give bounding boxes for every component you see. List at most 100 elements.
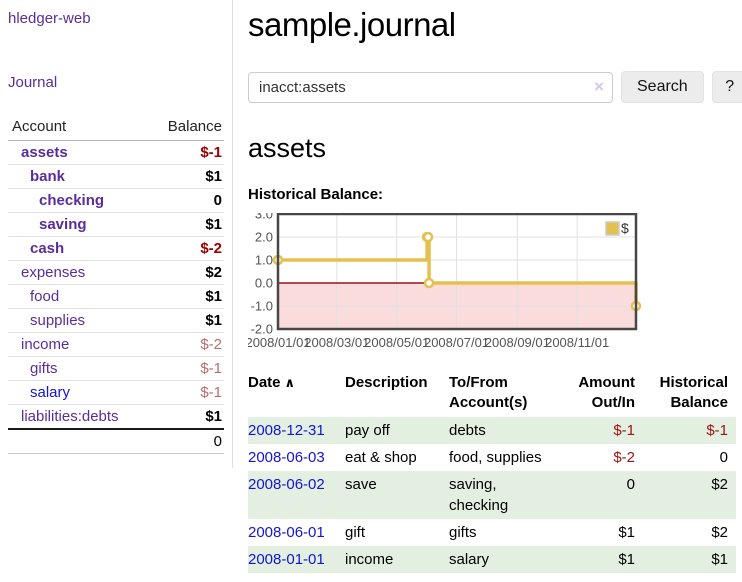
help-button[interactable]: ? xyxy=(711,71,742,103)
transaction-amount: 0 xyxy=(626,475,635,493)
transaction-balance: $2 xyxy=(711,475,728,493)
account-balance: $-2 xyxy=(148,236,224,261)
accounts-header-account: Account xyxy=(8,115,149,141)
register-row[interactable]: 2008-06-02 save saving, checking 0 $2 xyxy=(248,470,736,519)
transaction-amount: $-1 xyxy=(613,421,635,439)
legend-swatch-icon xyxy=(605,221,620,236)
account-balance: $-2 xyxy=(148,332,224,357)
account-link[interactable]: checking xyxy=(39,192,105,209)
transaction-description: save xyxy=(345,475,377,493)
account-link[interactable]: assets xyxy=(21,144,68,161)
legend-label: $ xyxy=(621,220,629,236)
transaction-description: gift xyxy=(345,523,366,541)
account-heading: assets xyxy=(248,133,327,163)
account-row: expenses $2 xyxy=(8,260,224,285)
data-point-marker xyxy=(423,277,435,289)
account-row: bank $1 xyxy=(8,164,224,189)
transaction-date-link[interactable]: 2008-12-31 xyxy=(248,421,325,439)
transaction-description: income xyxy=(345,550,394,568)
register-row[interactable]: 2008-06-01 gift gifts $1 $2 xyxy=(248,519,736,546)
account-balance: $2 xyxy=(148,260,224,285)
register-table: Date ∧ Description To/From Account(s) Amo… xyxy=(248,371,736,573)
transaction-accounts: salary xyxy=(449,550,490,568)
app-title-link[interactable]: hledger-web xyxy=(8,10,91,27)
register-header-accounts: To/From Account(s) xyxy=(449,374,528,412)
x-axis-tick-label: 2008/03/01 xyxy=(304,335,369,350)
account-link[interactable]: income xyxy=(21,336,70,353)
accounts-total-value: 0 xyxy=(148,428,224,454)
y-axis-tick-label: -2.0 xyxy=(251,322,273,337)
transaction-description: eat & shop xyxy=(345,448,417,466)
transaction-accounts: saving, checking xyxy=(449,475,509,514)
account-link[interactable]: liabilities:debts xyxy=(21,408,119,425)
transaction-date-link[interactable]: 2008-01-01 xyxy=(248,550,325,568)
accounts-header-balance: Balance xyxy=(148,115,224,141)
y-axis-tick-label: -1.0 xyxy=(251,299,273,314)
account-balance: $1 xyxy=(148,404,224,430)
account-row: food $1 xyxy=(8,284,224,309)
account-link[interactable]: cash xyxy=(30,240,65,257)
search-button[interactable]: Search xyxy=(621,71,704,103)
y-axis-tick-label: 0.0 xyxy=(255,276,273,291)
search-input-wrapper: × xyxy=(248,71,613,103)
transaction-date-link[interactable]: 2008-06-01 xyxy=(248,523,325,541)
transaction-date-link[interactable]: 2008-06-03 xyxy=(248,448,325,466)
sidebar: hledger-web Journal Account Balance asse… xyxy=(0,0,233,468)
search-input[interactable] xyxy=(248,71,613,103)
x-axis-tick-label: 2008/11/01 xyxy=(545,335,609,350)
transaction-balance: $1 xyxy=(711,550,728,568)
y-axis-tick-label: 2.0 xyxy=(255,230,273,245)
page-title: sample.journal xyxy=(248,6,456,43)
account-balance: 0 xyxy=(148,188,224,213)
account-row: saving $1 xyxy=(8,212,224,237)
account-balance: $1 xyxy=(148,284,224,309)
x-axis-tick-label: 2008/09/01 xyxy=(485,335,550,350)
transaction-accounts: gifts xyxy=(449,523,477,541)
x-axis-tick-label: 2008/01/01 xyxy=(248,335,311,350)
main-content: sample.journal × Search ? assets Histori… xyxy=(233,0,742,573)
accounts-total-row: 0 xyxy=(8,428,224,454)
account-link[interactable]: bank xyxy=(30,168,66,185)
account-link[interactable]: gifts xyxy=(30,360,58,377)
account-link[interactable]: saving xyxy=(39,216,87,233)
data-point-marker xyxy=(422,231,434,243)
historical-balance-chart: $3.0 2.0 1.0 0.0 -1.0 -2.0 2008/01/01 2008/03/0… xyxy=(248,213,742,355)
account-balance: $1 xyxy=(148,308,224,333)
account-balance: $1 xyxy=(148,212,224,237)
account-link[interactable]: supplies xyxy=(30,312,86,329)
transaction-amount: $1 xyxy=(618,550,635,568)
account-link[interactable]: food xyxy=(30,288,60,305)
search-clear-icon[interactable]: × xyxy=(594,76,604,96)
account-row: income $-2 xyxy=(8,332,224,357)
register-row[interactable]: 2008-06-03 eat & shop food, supplies $-2 0 xyxy=(248,444,736,471)
account-row: assets $-1 xyxy=(8,140,224,165)
y-axis-tick-label: 3.0 xyxy=(255,213,273,222)
x-axis-tick-label: 2008/05/01 xyxy=(364,335,429,350)
account-row: checking 0 xyxy=(8,188,224,213)
register-header-date[interactable]: Date ∧ xyxy=(248,374,296,391)
transaction-date-link[interactable]: 2008-06-02 xyxy=(248,475,325,493)
account-link[interactable]: salary xyxy=(30,384,71,401)
x-axis-tick-label: 2008/07/01 xyxy=(424,335,489,350)
register-row[interactable]: 2008-12-31 pay off debts $-1 $-1 xyxy=(248,416,736,444)
transaction-description: pay off xyxy=(345,421,390,439)
account-row: supplies $1 xyxy=(8,308,224,333)
account-balance: $-1 xyxy=(148,140,224,165)
register-header-amount: Amount Out/In xyxy=(578,374,635,412)
transaction-amount: $1 xyxy=(618,523,635,541)
account-balance: $-1 xyxy=(148,356,224,381)
register-header-balance: Historical Balance xyxy=(659,374,728,412)
account-balance: $-1 xyxy=(148,380,224,405)
account-balance: $1 xyxy=(148,164,224,189)
y-axis-tick-label: 1.0 xyxy=(255,253,273,268)
accounts-table: Account Balance assets $-1 bank $1 checking 0… xyxy=(8,115,224,454)
sidebar-item-journal[interactable]: Journal xyxy=(8,74,58,91)
register-row[interactable]: 2008-01-01 income salary $1 $1 xyxy=(248,545,736,573)
register-header-description: Description xyxy=(345,374,428,391)
transaction-balance: $2 xyxy=(711,523,728,541)
account-link[interactable]: expenses xyxy=(21,264,86,281)
account-row: gifts $-1 xyxy=(8,356,224,381)
transaction-balance: $-1 xyxy=(706,421,728,439)
chart-heading: Historical Balance: xyxy=(248,186,384,203)
